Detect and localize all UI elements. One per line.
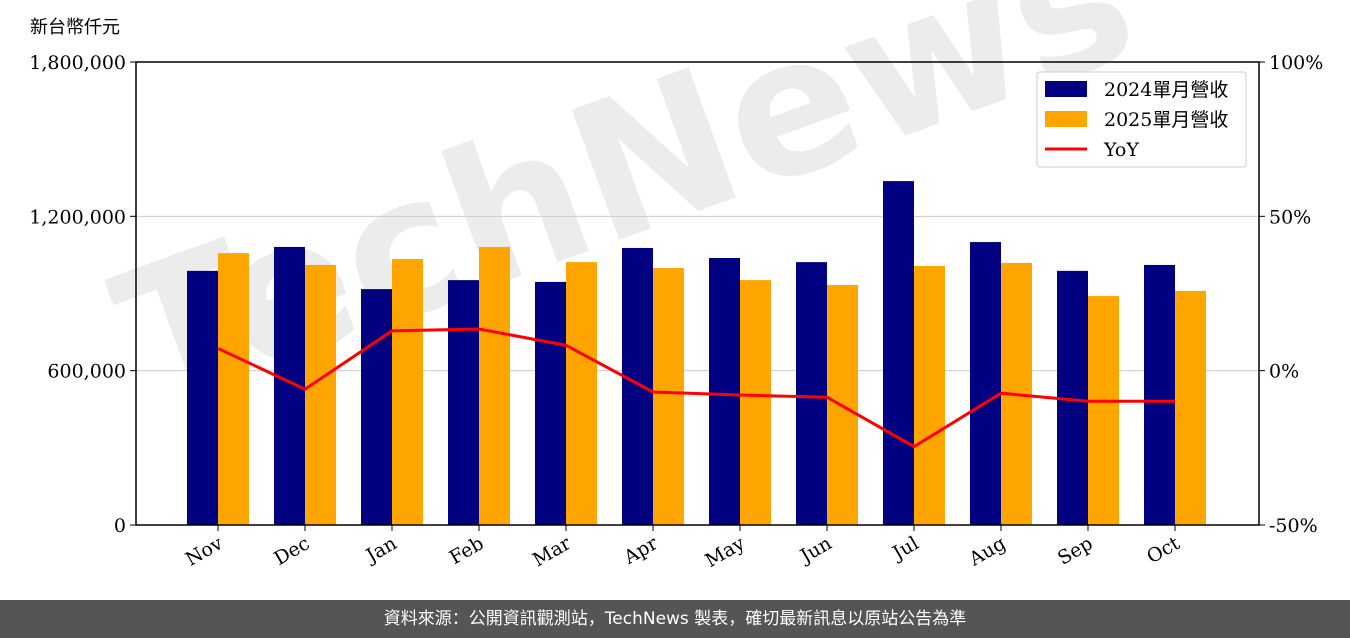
x-tick-label: Apr xyxy=(619,532,662,569)
bar-2024單月營收 xyxy=(448,280,479,525)
bar-2025單月營收 xyxy=(218,253,249,526)
y2-tick-label: 0% xyxy=(1269,361,1299,383)
bar-2025單月營收 xyxy=(305,264,336,525)
legend-label: 2025單月營收 xyxy=(1104,109,1228,131)
x-tick-label: Dec xyxy=(270,532,313,570)
bar-2025單月營收 xyxy=(914,265,945,525)
bar-2025單月營收 xyxy=(392,259,423,525)
legend: 2024單月營收 2025單月營收 YoY xyxy=(1036,71,1247,168)
bar-2025單月營收 xyxy=(479,246,510,525)
y2-tick-label: 50% xyxy=(1269,206,1311,228)
bar-2024單月營收 xyxy=(796,262,827,525)
x-tick-label: Mar xyxy=(529,532,575,571)
legend-box xyxy=(1036,71,1247,168)
bar-2025單月營收 xyxy=(740,280,771,525)
bar-2024單月營收 xyxy=(970,242,1001,526)
legend-swatch xyxy=(1045,111,1087,127)
x-tick-label: Jul xyxy=(887,532,922,565)
yoy-line xyxy=(217,327,1175,449)
y-tick-label: 600,000 xyxy=(47,361,126,383)
bar-2025單月營收 xyxy=(566,262,597,525)
y-axis-label: 新台幣仟元 xyxy=(30,17,120,38)
bar-2024單月營收 xyxy=(187,270,218,525)
bar-2025單月營收 xyxy=(1088,296,1119,525)
x-tick-label: Jun xyxy=(795,532,836,568)
x-tick-label: Nov xyxy=(182,532,227,571)
y-tick-label: 1,800,000 xyxy=(29,52,126,74)
x-tick-label: Sep xyxy=(1054,532,1097,569)
bar-2024單月營收 xyxy=(709,258,740,525)
bar-2024單月營收 xyxy=(622,247,653,525)
bar-2024單月營收 xyxy=(1144,264,1175,525)
bar-2025單月營收 xyxy=(1175,290,1206,525)
bar-2024單月營收 xyxy=(361,289,392,525)
x-tick-label: May xyxy=(702,532,749,572)
y-tick-label: 1,200,000 xyxy=(29,206,126,228)
legend-label: 2024單月營收 xyxy=(1104,79,1228,101)
footer-source: 資料來源：公開資訊觀測站，TechNews 製表，確切最新訊息以原站公告為準 xyxy=(0,600,1350,638)
y2-tick-label: -50% xyxy=(1269,515,1318,537)
y-tick-label: 0 xyxy=(114,515,126,537)
plot-frame xyxy=(135,61,1260,526)
x-tick-label: Aug xyxy=(965,532,1010,571)
legend-swatch xyxy=(1045,81,1087,97)
y2-tick-label: 100% xyxy=(1269,52,1323,74)
bar-2024單月營收 xyxy=(535,281,566,525)
x-tick-label: Jan xyxy=(361,532,401,568)
bar-2024單月營收 xyxy=(883,181,914,526)
bar-2025單月營收 xyxy=(653,268,684,525)
x-tick-label: Feb xyxy=(446,532,488,569)
legend-label: YoY xyxy=(1103,139,1139,161)
chart: TechNews 0600,0001,200,0001,800,000-50%0… xyxy=(29,0,1323,572)
x-tick-label: Oct xyxy=(1143,532,1184,568)
